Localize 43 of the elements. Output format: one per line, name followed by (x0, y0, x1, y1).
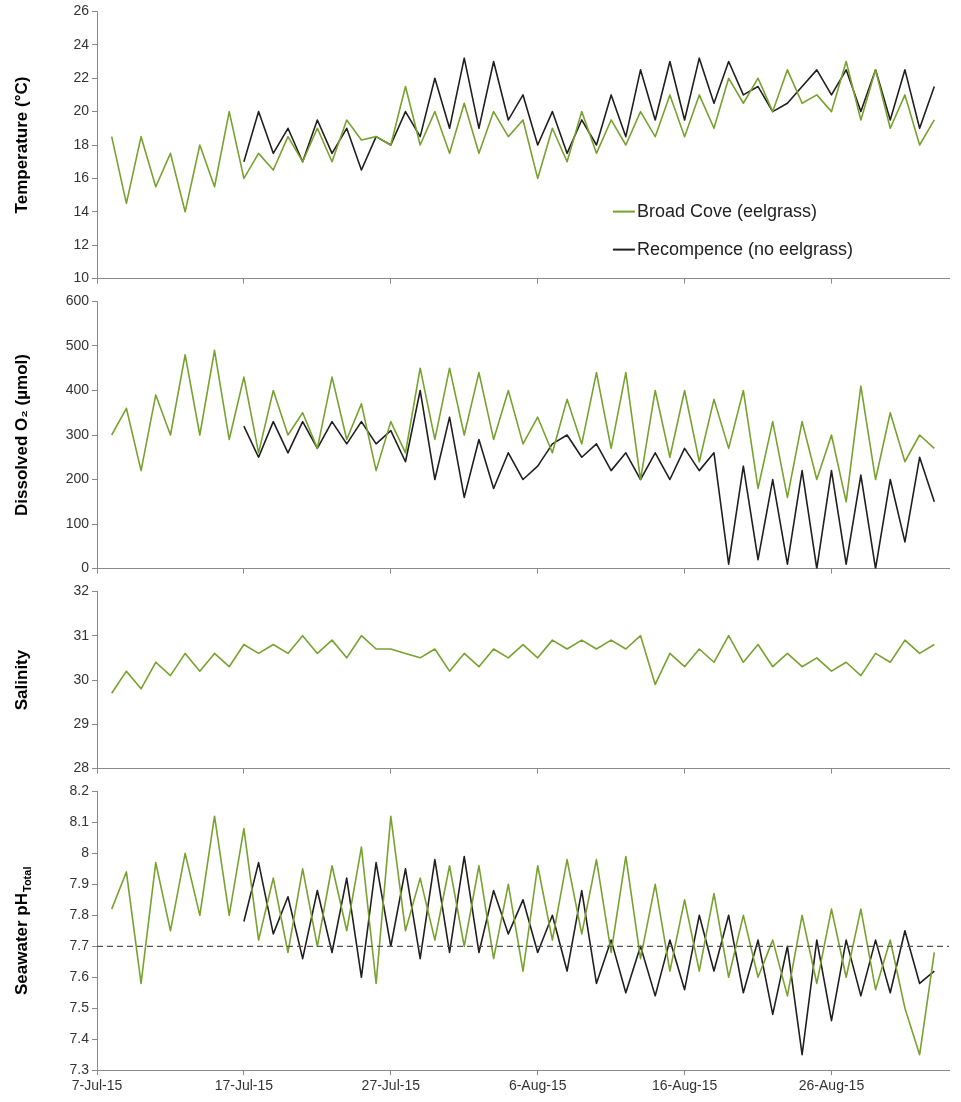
y-tick-label: 12 (73, 236, 90, 253)
y-tick-label: 10 (73, 269, 90, 286)
y-tick-label: 7.7 (69, 937, 90, 954)
y-tick-label: 400 (65, 381, 90, 398)
y-tick-label: 31 (73, 626, 90, 643)
x-tick-label: 26-Aug-15 (798, 1077, 865, 1094)
x-tick-label: 17-Jul-15 (214, 1077, 274, 1094)
y-tick-label: 500 (65, 336, 90, 353)
y-tick-label: 28 (73, 759, 90, 776)
y-tick-label: 7.5 (69, 999, 90, 1016)
y-tick-label: 32 (73, 582, 90, 599)
x-tick-label: 27-Jul-15 (361, 1077, 421, 1094)
y-tick-label: 600 (65, 292, 90, 309)
y-tick-label: 7.9 (69, 875, 90, 892)
x-tick-label: 16-Aug-15 (651, 1077, 718, 1094)
y-tick-label: 24 (73, 35, 90, 52)
y-tick-label: 8.1 (69, 813, 90, 830)
y-tick-label: 7.8 (69, 906, 90, 923)
y-tick-label: 8 (81, 844, 90, 861)
x-tick-label: 7-Jul-15 (71, 1077, 123, 1094)
y-tick-label: 14 (73, 202, 90, 219)
y-axis-title: Temperature (°C) (11, 76, 31, 214)
y-tick-label: 0 (81, 559, 90, 576)
y-tick-label: 300 (65, 425, 90, 442)
y-tick-label: 16 (73, 169, 90, 186)
y-tick-label: 20 (73, 102, 90, 119)
legend-label: Broad Cove (eelgrass) (636, 200, 817, 221)
y-tick-label: 18 (73, 135, 90, 152)
y-tick-label: 26 (73, 2, 90, 19)
y-tick-label: 200 (65, 470, 90, 487)
x-tick-label: 6-Aug-15 (508, 1077, 567, 1094)
y-axis-title: Dissolved O₂ (µmol) (11, 354, 31, 516)
y-tick-label: 8.2 (69, 782, 90, 799)
y-tick-label: 30 (73, 670, 90, 687)
y-tick-label: 7.4 (69, 1030, 90, 1047)
legend-label: Recompence (no eelgrass) (636, 238, 853, 259)
y-axis-title: Seawater pHTotal (11, 866, 34, 996)
y-tick-label: 7.3 (69, 1061, 90, 1078)
y-tick-label: 22 (73, 69, 90, 86)
y-tick-label: 100 (65, 514, 90, 531)
y-axis-title: Salinity (11, 649, 31, 711)
y-tick-label: 7.6 (69, 968, 90, 985)
y-tick-label: 29 (73, 715, 90, 732)
